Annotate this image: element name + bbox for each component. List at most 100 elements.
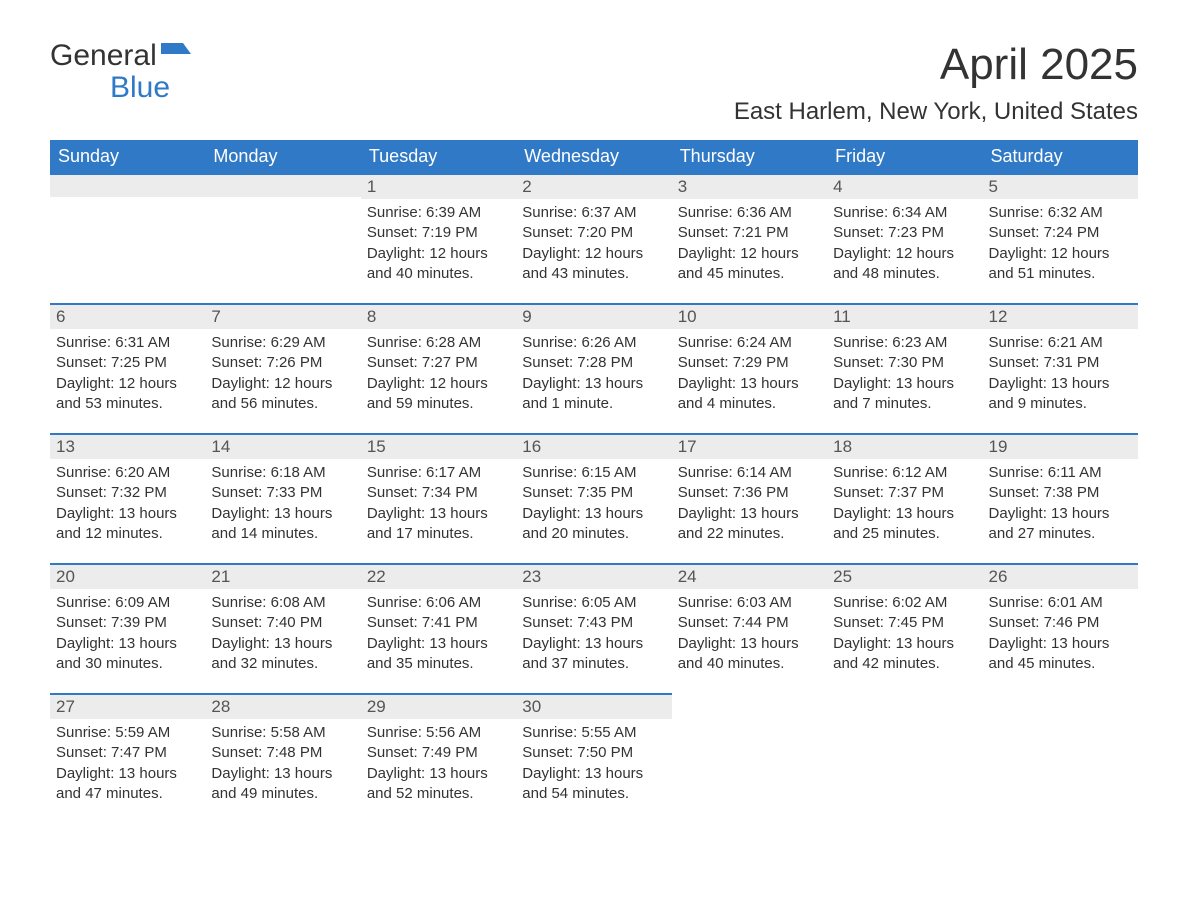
day-number: 11 xyxy=(827,303,982,329)
day-day2: and 48 minutes. xyxy=(833,264,976,284)
day-sunrise: Sunrise: 5:58 AM xyxy=(211,723,354,743)
day-header: Monday xyxy=(205,140,360,173)
day-day2: and 59 minutes. xyxy=(367,394,510,414)
calendar-cell: 14Sunrise: 6:18 AMSunset: 7:33 PMDayligh… xyxy=(205,433,360,563)
day-sunrise: Sunrise: 6:21 AM xyxy=(989,333,1132,353)
day-body: Sunrise: 6:28 AMSunset: 7:27 PMDaylight:… xyxy=(361,329,516,424)
day-number: 10 xyxy=(672,303,827,329)
day-day1: Daylight: 13 hours xyxy=(989,504,1132,524)
day-sunrise: Sunrise: 6:24 AM xyxy=(678,333,821,353)
day-day2: and 20 minutes. xyxy=(522,524,665,544)
day-day1: Daylight: 13 hours xyxy=(522,504,665,524)
calendar-cell: 20Sunrise: 6:09 AMSunset: 7:39 PMDayligh… xyxy=(50,563,205,693)
day-body: Sunrise: 6:34 AMSunset: 7:23 PMDaylight:… xyxy=(827,199,982,294)
day-day1: Daylight: 13 hours xyxy=(833,374,976,394)
calendar-table: SundayMondayTuesdayWednesdayThursdayFrid… xyxy=(50,140,1138,823)
day-day2: and 27 minutes. xyxy=(989,524,1132,544)
day-day1: Daylight: 13 hours xyxy=(211,504,354,524)
day-sunrise: Sunrise: 6:11 AM xyxy=(989,463,1132,483)
day-number: 25 xyxy=(827,563,982,589)
day-number: 6 xyxy=(50,303,205,329)
calendar-cell: 15Sunrise: 6:17 AMSunset: 7:34 PMDayligh… xyxy=(361,433,516,563)
day-day1: Daylight: 12 hours xyxy=(56,374,199,394)
day-day1: Daylight: 13 hours xyxy=(56,504,199,524)
day-sunset: Sunset: 7:26 PM xyxy=(211,353,354,373)
day-number: 4 xyxy=(827,173,982,199)
day-day2: and 12 minutes. xyxy=(56,524,199,544)
day-sunrise: Sunrise: 6:06 AM xyxy=(367,593,510,613)
calendar-week: 6Sunrise: 6:31 AMSunset: 7:25 PMDaylight… xyxy=(50,303,1138,433)
day-body: Sunrise: 6:18 AMSunset: 7:33 PMDaylight:… xyxy=(205,459,360,554)
day-day1: Daylight: 13 hours xyxy=(989,634,1132,654)
day-header: Tuesday xyxy=(361,140,516,173)
day-sunset: Sunset: 7:37 PM xyxy=(833,483,976,503)
day-sunrise: Sunrise: 6:34 AM xyxy=(833,203,976,223)
day-number: 23 xyxy=(516,563,671,589)
day-day1: Daylight: 13 hours xyxy=(211,764,354,784)
calendar-cell: 30Sunrise: 5:55 AMSunset: 7:50 PMDayligh… xyxy=(516,693,671,823)
day-day2: and 43 minutes. xyxy=(522,264,665,284)
day-day1: Daylight: 13 hours xyxy=(522,374,665,394)
day-day2: and 1 minute. xyxy=(522,394,665,414)
day-day2: and 7 minutes. xyxy=(833,394,976,414)
day-body: Sunrise: 6:11 AMSunset: 7:38 PMDaylight:… xyxy=(983,459,1138,554)
calendar-cell xyxy=(672,693,827,823)
day-number: 19 xyxy=(983,433,1138,459)
day-day2: and 49 minutes. xyxy=(211,784,354,804)
day-sunset: Sunset: 7:27 PM xyxy=(367,353,510,373)
day-day2: and 42 minutes. xyxy=(833,654,976,674)
calendar-week: 27Sunrise: 5:59 AMSunset: 7:47 PMDayligh… xyxy=(50,693,1138,823)
day-sunset: Sunset: 7:43 PM xyxy=(522,613,665,633)
logo-text-top: General xyxy=(50,40,157,72)
calendar-cell: 11 Sunrise: 6:23 AMSunset: 7:30 PMDayligh… xyxy=(827,303,982,433)
day-sunset: Sunset: 7:45 PM xyxy=(833,613,976,633)
day-day1: Daylight: 13 hours xyxy=(833,634,976,654)
day-number: 7 xyxy=(205,303,360,329)
day-number: 28 xyxy=(205,693,360,719)
day-day2: and 32 minutes. xyxy=(211,654,354,674)
day-day1: Daylight: 13 hours xyxy=(989,374,1132,394)
day-day2: and 51 minutes. xyxy=(989,264,1132,284)
day-number: 26 xyxy=(983,563,1138,589)
day-body: Sunrise: 6:20 AMSunset: 7:32 PMDaylight:… xyxy=(50,459,205,554)
day-sunset: Sunset: 7:19 PM xyxy=(367,223,510,243)
day-day1: Daylight: 13 hours xyxy=(678,374,821,394)
day-sunrise: Sunrise: 5:56 AM xyxy=(367,723,510,743)
day-sunrise: Sunrise: 6:08 AM xyxy=(211,593,354,613)
day-body: Sunrise: 6:08 AMSunset: 7:40 PMDaylight:… xyxy=(205,589,360,684)
day-sunset: Sunset: 7:29 PM xyxy=(678,353,821,373)
day-sunrise: Sunrise: 6:29 AM xyxy=(211,333,354,353)
day-body: Sunrise: 6:02 AMSunset: 7:45 PMDaylight:… xyxy=(827,589,982,684)
day-number: 29 xyxy=(361,693,516,719)
calendar-cell: 3Sunrise: 6:36 AMSunset: 7:21 PMDaylight… xyxy=(672,173,827,303)
day-day1: Daylight: 13 hours xyxy=(56,764,199,784)
day-body: Sunrise: 6:31 AMSunset: 7:25 PMDaylight:… xyxy=(50,329,205,424)
day-sunrise: Sunrise: 6:18 AM xyxy=(211,463,354,483)
calendar-cell xyxy=(205,173,360,303)
calendar-cell: 17Sunrise: 6:14 AMSunset: 7:36 PMDayligh… xyxy=(672,433,827,563)
day-day1: Daylight: 12 hours xyxy=(678,244,821,264)
day-number: 27 xyxy=(50,693,205,719)
day-body: Sunrise: 6:14 AMSunset: 7:36 PMDaylight:… xyxy=(672,459,827,554)
calendar-cell: 22Sunrise: 6:06 AMSunset: 7:41 PMDayligh… xyxy=(361,563,516,693)
calendar-cell: 2Sunrise: 6:37 AMSunset: 7:20 PMDaylight… xyxy=(516,173,671,303)
calendar-cell xyxy=(50,173,205,303)
calendar-week: 13Sunrise: 6:20 AMSunset: 7:32 PMDayligh… xyxy=(50,433,1138,563)
day-number: 18 xyxy=(827,433,982,459)
day-sunrise: Sunrise: 5:55 AM xyxy=(522,723,665,743)
day-day2: and 30 minutes. xyxy=(56,654,199,674)
day-sunset: Sunset: 7:20 PM xyxy=(522,223,665,243)
day-sunrise: Sunrise: 6:31 AM xyxy=(56,333,199,353)
day-body: Sunrise: 6:21 AMSunset: 7:31 PMDaylight:… xyxy=(983,329,1138,424)
day-body: Sunrise: 6:17 AMSunset: 7:34 PMDaylight:… xyxy=(361,459,516,554)
day-day1: Daylight: 12 hours xyxy=(211,374,354,394)
day-sunset: Sunset: 7:30 PM xyxy=(833,353,976,373)
day-day1: Daylight: 13 hours xyxy=(522,634,665,654)
day-sunset: Sunset: 7:50 PM xyxy=(522,743,665,763)
day-sunrise: Sunrise: 6:23 AM xyxy=(833,333,976,353)
day-day1: Daylight: 13 hours xyxy=(367,764,510,784)
day-sunrise: Sunrise: 5:59 AM xyxy=(56,723,199,743)
day-body: Sunrise: 6:09 AMSunset: 7:39 PMDaylight:… xyxy=(50,589,205,684)
calendar-cell: 7 Sunrise: 6:29 AMSunset: 7:26 PMDaylight… xyxy=(205,303,360,433)
day-number: 9 xyxy=(516,303,671,329)
